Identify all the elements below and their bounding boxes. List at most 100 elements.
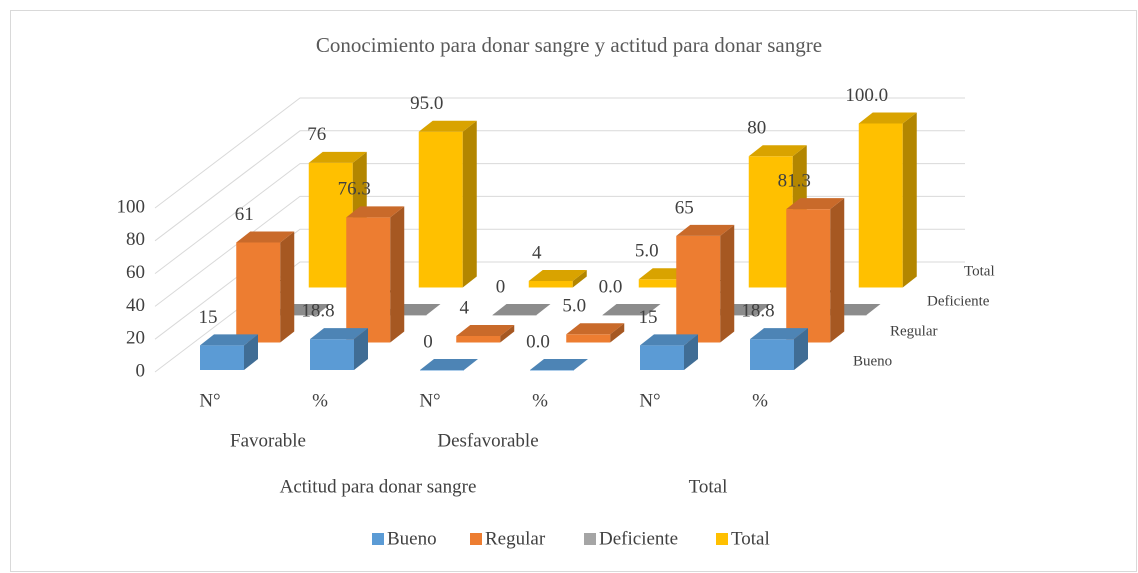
bar-face xyxy=(418,131,463,288)
bar-face xyxy=(902,112,917,288)
bar-face xyxy=(390,206,405,343)
bar-face xyxy=(420,370,464,371)
bar-face xyxy=(720,224,735,343)
bar-face xyxy=(640,345,684,370)
bar xyxy=(530,359,588,371)
value-label: 5.0 xyxy=(635,241,659,262)
bar-face xyxy=(610,323,625,343)
bar xyxy=(858,112,917,288)
group-label: Favorable xyxy=(230,430,306,451)
bar-face xyxy=(750,328,808,340)
legend-label: Bueno xyxy=(387,528,437,549)
value-label: 18.8 xyxy=(301,301,334,322)
legend-swatch xyxy=(470,533,482,545)
bar xyxy=(676,224,735,343)
bar-face xyxy=(566,323,625,335)
y-tick-label: 0 xyxy=(136,360,146,381)
y-tick-label: 40 xyxy=(126,295,145,316)
y-tick-label: 60 xyxy=(126,262,145,283)
legend-swatch xyxy=(584,533,596,545)
bar-face xyxy=(830,198,845,343)
value-label: 76 xyxy=(307,124,326,145)
bar xyxy=(346,206,405,343)
y-tick-label: 20 xyxy=(126,328,145,349)
group-label: Actitud para donar sangre xyxy=(280,476,477,497)
bar-face xyxy=(676,224,735,236)
value-label: 81.3 xyxy=(778,171,811,192)
bar xyxy=(456,324,515,343)
bar-face xyxy=(566,334,611,343)
x-tick-label: N° xyxy=(639,390,660,411)
x-tick-label: N° xyxy=(199,390,220,411)
bar-face xyxy=(456,335,501,343)
bar xyxy=(566,323,625,343)
value-label: 0.0 xyxy=(526,331,550,352)
bar-face xyxy=(748,145,807,157)
x-tick-label: % xyxy=(312,390,328,411)
legend-label: Regular xyxy=(485,528,546,549)
bar-face xyxy=(530,370,574,371)
value-label: 76.3 xyxy=(338,179,371,200)
depth-label: Bueno xyxy=(853,353,892,369)
bar-face xyxy=(200,334,258,346)
bar-face xyxy=(236,231,295,243)
bar-face xyxy=(492,304,551,315)
y-tick-label: 100 xyxy=(117,196,146,217)
bar-face xyxy=(750,339,794,370)
bar xyxy=(750,328,808,370)
depth-label: Deficiente xyxy=(927,293,990,309)
value-label: 80 xyxy=(747,118,766,139)
bar-face xyxy=(500,324,515,343)
value-label: 100.0 xyxy=(845,85,888,106)
chart-frame xyxy=(10,10,1137,572)
bar xyxy=(420,359,478,371)
bar-face xyxy=(308,162,353,288)
legend-label: Total xyxy=(731,528,770,549)
bar-face xyxy=(236,242,281,343)
value-label: 61 xyxy=(235,204,254,225)
value-label: 0.0 xyxy=(599,276,623,297)
bar-face xyxy=(676,235,721,343)
value-label: 5.0 xyxy=(562,296,586,317)
bar xyxy=(200,334,258,370)
value-label: 95.0 xyxy=(410,93,443,114)
bar xyxy=(418,120,477,288)
bar-face xyxy=(786,209,831,343)
bar-face xyxy=(602,315,647,316)
bar-face xyxy=(712,315,757,316)
bar-face xyxy=(346,217,391,343)
grid-line xyxy=(154,195,965,307)
bar-face xyxy=(280,231,295,343)
grid-line xyxy=(154,97,965,209)
bar-face xyxy=(638,279,683,288)
bar xyxy=(602,304,661,316)
bar-face xyxy=(602,304,661,315)
bar-face xyxy=(528,269,587,281)
bar-face xyxy=(640,334,698,346)
bar-face xyxy=(572,269,587,288)
bar-face xyxy=(272,315,317,316)
value-label: 4 xyxy=(460,297,470,318)
bar xyxy=(528,269,587,288)
bar-face xyxy=(310,339,354,370)
y-tick-label: 80 xyxy=(126,229,145,250)
value-label: 65 xyxy=(675,197,694,218)
bar-face xyxy=(308,151,367,163)
bar-face xyxy=(310,328,368,340)
legend-swatch xyxy=(372,533,384,545)
bar-face xyxy=(684,334,698,370)
bar xyxy=(640,334,698,370)
x-tick-label: N° xyxy=(419,390,440,411)
value-label: 4 xyxy=(532,242,542,263)
x-tick-label: % xyxy=(532,390,548,411)
bar-face xyxy=(346,206,405,218)
grid-line xyxy=(154,163,965,274)
bar-face xyxy=(354,328,368,370)
bar-face xyxy=(200,345,244,370)
value-label: 0 xyxy=(496,276,506,297)
group-label: Total xyxy=(689,476,728,497)
depth-label: Regular xyxy=(890,323,937,339)
bar-face xyxy=(858,123,903,288)
bar-face xyxy=(462,120,477,288)
